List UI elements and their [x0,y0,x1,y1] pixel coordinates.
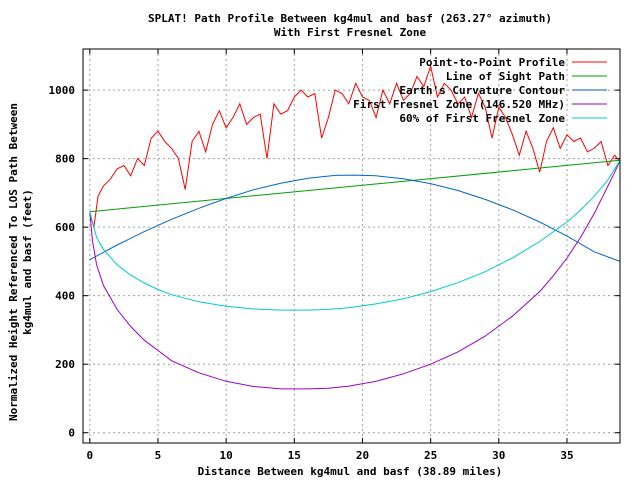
series-line-line-of-sight-path [89,159,621,213]
series-line-60-of-first-fresnel-zone [89,160,621,311]
x-tick-label: 15 [288,449,301,462]
x-tick-label: 5 [155,449,162,462]
chart-title: SPLAT! Path Profile Between kg4mul and b… [148,12,552,25]
x-axis-label: Distance Between kg4mul and basf (38.89 … [198,465,503,478]
series-line-point-to-point-profile [89,64,621,228]
series-line-earth-s-curvature-contour [89,174,621,262]
y-tick-label: 800 [55,153,75,166]
legend-label: 60% of First Fresnel Zone [399,112,565,125]
y-axis-label: Normalized Height Referenced To LOS Path… [7,103,20,421]
legend-label: Earth's Curvature Contour [399,84,565,97]
legend-label: First Fresnel Zone (146.520 MHz) [353,98,565,111]
x-tick-label: 30 [492,449,505,462]
grid [83,49,620,443]
x-tick-label: 20 [356,449,369,462]
x-tick-label: 10 [220,449,233,462]
y-tick-label: 200 [55,358,75,371]
y-tick-label: 0 [68,427,75,440]
chart-subtitle: With First Fresnel Zone [274,26,427,39]
y-tick-label: 1000 [49,84,76,97]
y-axis-label-line2: kg4mul and basf (feet) [21,189,34,335]
x-tick-label: 25 [424,449,437,462]
legend-label: Point-to-Point Profile [419,56,565,69]
y-tick-label: 400 [55,290,75,303]
x-tick-label: 35 [560,449,573,462]
legend-label: Line of Sight Path [446,70,565,83]
plot-frame [82,48,621,444]
axis-ticks: 0 5 10 15 20 25 30 35 0 200 400 600 800 1000 [49,49,620,462]
x-tick-label: 0 [87,449,94,462]
y-tick-label: 600 [55,221,75,234]
series-line-first-fresnel-zone-146-520-mhz [89,160,621,390]
series-lines [89,64,621,390]
